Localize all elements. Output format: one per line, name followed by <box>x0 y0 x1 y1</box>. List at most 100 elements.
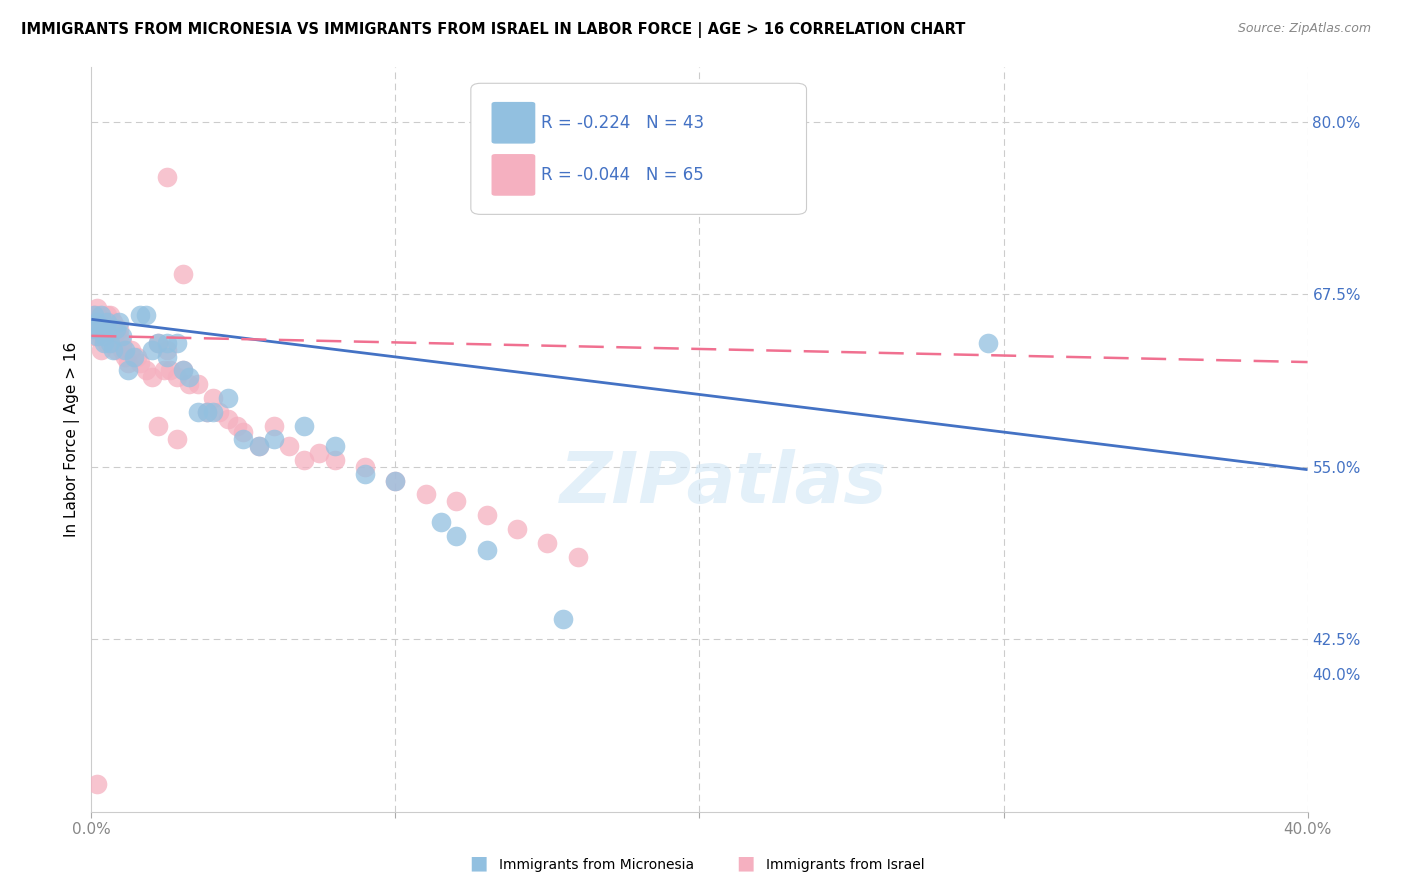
Point <box>292 418 315 433</box>
Point <box>153 363 176 377</box>
Text: ■: ■ <box>735 854 755 872</box>
Point <box>567 549 589 564</box>
Point <box>96 315 118 329</box>
Point <box>156 350 179 364</box>
Point <box>444 494 467 508</box>
Point <box>86 301 108 316</box>
FancyBboxPatch shape <box>492 154 536 195</box>
Point <box>89 322 111 336</box>
Point <box>86 777 108 791</box>
Y-axis label: In Labor Force | Age > 16: In Labor Force | Age > 16 <box>65 342 80 537</box>
Point <box>107 322 129 336</box>
Point <box>148 335 170 350</box>
Point <box>278 439 301 453</box>
Point <box>135 363 157 377</box>
Point <box>292 453 315 467</box>
Point <box>159 363 181 377</box>
Point <box>354 467 377 481</box>
Point <box>195 405 218 419</box>
Point <box>166 370 188 384</box>
Point <box>86 308 108 322</box>
Point <box>141 343 163 357</box>
Point <box>89 308 111 322</box>
Point <box>83 308 105 322</box>
Point <box>166 335 188 350</box>
Point <box>384 474 406 488</box>
Point <box>172 267 194 281</box>
Point <box>120 343 142 357</box>
Point <box>122 350 145 364</box>
Point <box>148 418 170 433</box>
Point <box>177 377 200 392</box>
Point <box>172 363 194 377</box>
Point <box>166 433 188 447</box>
Text: Source: ZipAtlas.com: Source: ZipAtlas.com <box>1237 22 1371 36</box>
Point <box>141 370 163 384</box>
Point <box>977 335 1000 350</box>
Point <box>323 439 346 453</box>
FancyBboxPatch shape <box>471 83 807 214</box>
Point <box>217 391 239 405</box>
Text: R = -0.224   N = 43: R = -0.224 N = 43 <box>541 114 704 132</box>
Point <box>129 356 152 370</box>
Point <box>475 508 498 523</box>
Point <box>232 425 254 440</box>
Point <box>156 335 179 350</box>
Point <box>107 315 129 329</box>
Point <box>111 329 134 343</box>
Point <box>111 343 134 357</box>
Point <box>89 343 111 357</box>
Point <box>444 529 467 543</box>
Point <box>354 459 377 474</box>
Point <box>415 487 437 501</box>
Point <box>114 343 136 357</box>
Point <box>172 363 194 377</box>
Point <box>117 363 139 377</box>
Point <box>104 325 127 339</box>
Point <box>111 335 134 350</box>
Point <box>96 315 118 329</box>
Point <box>208 405 231 419</box>
Point <box>308 446 330 460</box>
Point <box>187 377 209 392</box>
Point <box>226 418 249 433</box>
Point <box>96 308 118 322</box>
Point <box>93 329 115 343</box>
Point <box>187 405 209 419</box>
Point <box>323 453 346 467</box>
Text: Immigrants from Israel: Immigrants from Israel <box>766 858 925 872</box>
Point <box>202 405 225 419</box>
Point <box>232 433 254 447</box>
Point <box>86 322 108 336</box>
Point <box>83 322 105 336</box>
Point <box>104 343 127 357</box>
Text: ZIPatlas: ZIPatlas <box>560 450 887 518</box>
Point <box>93 329 115 343</box>
Point <box>96 335 118 350</box>
Point <box>101 335 124 350</box>
Point <box>263 418 285 433</box>
Point <box>536 535 558 549</box>
FancyBboxPatch shape <box>492 102 536 144</box>
Point <box>93 335 115 350</box>
Point <box>202 391 225 405</box>
Text: IMMIGRANTS FROM MICRONESIA VS IMMIGRANTS FROM ISRAEL IN LABOR FORCE | AGE > 16 C: IMMIGRANTS FROM MICRONESIA VS IMMIGRANTS… <box>21 22 966 38</box>
Point <box>551 612 574 626</box>
Point <box>217 411 239 425</box>
Point <box>125 350 148 364</box>
Point <box>506 522 529 536</box>
Point <box>93 322 115 336</box>
Point <box>177 370 200 384</box>
Point <box>98 329 121 343</box>
Point <box>263 433 285 447</box>
Point <box>117 356 139 370</box>
Point <box>247 439 270 453</box>
Point <box>384 474 406 488</box>
Point <box>98 322 121 336</box>
Text: ■: ■ <box>468 854 488 872</box>
Point <box>156 170 179 185</box>
Point <box>101 343 124 357</box>
Point <box>247 439 270 453</box>
Point <box>89 329 111 343</box>
Point <box>475 542 498 557</box>
